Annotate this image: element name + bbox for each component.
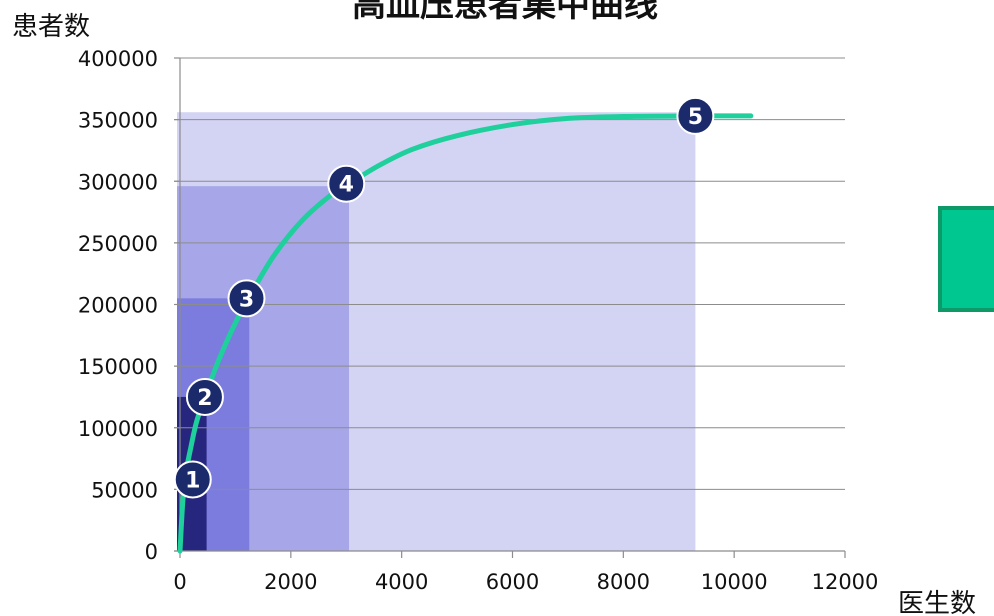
y-tick-label: 100000 <box>78 417 158 441</box>
region-outer <box>349 112 696 551</box>
marker-4: 4 <box>327 164 366 203</box>
markers: 1 2 3 4 5 <box>173 96 715 499</box>
marker-circle <box>173 460 212 499</box>
x-axis-title: 医生数 <box>898 589 976 616</box>
marker-label: 2 <box>197 386 212 411</box>
x-tick-label: 8000 <box>597 570 650 594</box>
y-tick-label: 400000 <box>78 47 158 71</box>
marker-3: 3 <box>227 279 266 318</box>
y-tick-label: 150000 <box>78 355 158 379</box>
marker-5: 5 <box>676 96 715 135</box>
x-tick-label: 10000 <box>701 570 768 594</box>
x-tick-label: 12000 <box>812 570 879 594</box>
y-tick-label: 50000 <box>91 478 158 502</box>
marker-circle <box>676 96 715 135</box>
marker-label: 3 <box>239 287 254 312</box>
marker-circle <box>227 279 266 318</box>
gridlines <box>174 57 845 490</box>
series-line-1 <box>177 113 754 554</box>
tick-labels: 0 2000 4000 6000 8000 10000 12000 0 50000 100000 1… <box>78 47 879 594</box>
marker-circle <box>327 164 366 203</box>
legend-swatch <box>938 206 994 312</box>
x-tick-label: 6000 <box>486 570 539 594</box>
marker-1: 1 <box>173 460 212 499</box>
marker-label: 1 <box>185 469 200 494</box>
marker-label: 4 <box>339 173 354 198</box>
y-tick-label: 0 <box>145 540 158 564</box>
x-tick-label: 4000 <box>375 570 428 594</box>
highlight-regions <box>177 112 696 551</box>
series-layer <box>177 113 754 554</box>
y-tick-label: 250000 <box>78 232 158 256</box>
y-tick-label: 300000 <box>78 170 158 194</box>
x-tick-label: 0 <box>173 570 186 594</box>
y-tick-label: 200000 <box>78 294 158 318</box>
y-axis-title: 患者数 <box>12 12 90 42</box>
marker-circle <box>185 377 224 416</box>
marker-label: 5 <box>688 105 703 130</box>
chart-title: 高血压患者集中曲线 <box>352 0 658 25</box>
x-tick-label: 2000 <box>264 570 317 594</box>
marker-2: 2 <box>185 377 224 416</box>
y-tick-label: 350000 <box>78 109 158 133</box>
